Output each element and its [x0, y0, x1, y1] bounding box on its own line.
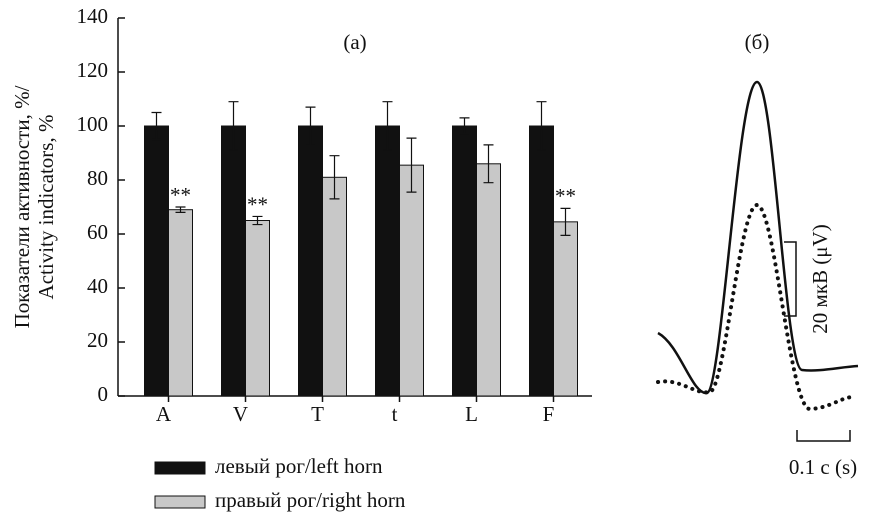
waveform-right: [656, 202, 854, 412]
y-tick-label: 0: [98, 382, 109, 406]
bar: [452, 125, 477, 397]
bar: [375, 125, 400, 397]
x-tick-label: A: [156, 402, 172, 426]
y-tick-label: 60: [87, 220, 108, 244]
legend-label: левый рог/left horn: [215, 454, 383, 478]
panel-label: (б): [745, 30, 770, 54]
legend-label: правый рог/right horn: [215, 488, 406, 512]
bar: [168, 209, 193, 397]
y-tick-label: 40: [87, 274, 108, 298]
bar: [476, 163, 501, 397]
scale-bar-x: [796, 430, 851, 442]
y-tick-label: 80: [87, 166, 108, 190]
bar: [245, 220, 270, 397]
bar: [322, 176, 347, 397]
error-bar: [382, 101, 393, 151]
error-bar: [228, 101, 239, 151]
y-axis-label: Activity indicators, %: [34, 115, 58, 300]
panel-label: (а): [343, 30, 366, 54]
x-tick-label: V: [233, 402, 248, 426]
error-bar: [252, 215, 263, 226]
y-tick-label: 140: [77, 4, 109, 28]
bar: [399, 164, 424, 397]
scale-label-y: 20 мкВ (μV): [808, 224, 832, 333]
annotation: **: [170, 183, 191, 207]
bar: [553, 221, 578, 397]
legend-swatch: [154, 495, 206, 509]
error-bar: [483, 144, 494, 184]
legend-swatch: [154, 461, 206, 475]
bar: [144, 125, 169, 397]
y-tick-label: 20: [87, 328, 108, 352]
scale-bar-y: [784, 241, 797, 317]
bar: [529, 125, 554, 397]
error-bar: [459, 117, 470, 135]
annotation: **: [555, 184, 576, 208]
bar: [298, 125, 323, 397]
error-bar: [151, 111, 162, 141]
x-tick-label: L: [465, 402, 478, 426]
error-bar: [329, 155, 340, 200]
y-tick-label: 100: [77, 112, 109, 136]
error-bar: [560, 207, 571, 236]
annotation: **: [247, 192, 268, 216]
y-tick-label: 120: [77, 58, 109, 82]
error-bar: [175, 206, 186, 213]
error-bar: [406, 137, 417, 193]
error-bar: [305, 106, 316, 146]
x-tick-label: T: [311, 402, 324, 426]
error-bar: [536, 101, 547, 151]
x-tick-label: F: [543, 402, 555, 426]
scale-label-x: 0.1 с (s): [789, 455, 857, 479]
x-tick-label: t: [392, 402, 398, 426]
y-axis-label: Показатели активности, %/: [10, 85, 34, 328]
bar: [221, 125, 246, 397]
